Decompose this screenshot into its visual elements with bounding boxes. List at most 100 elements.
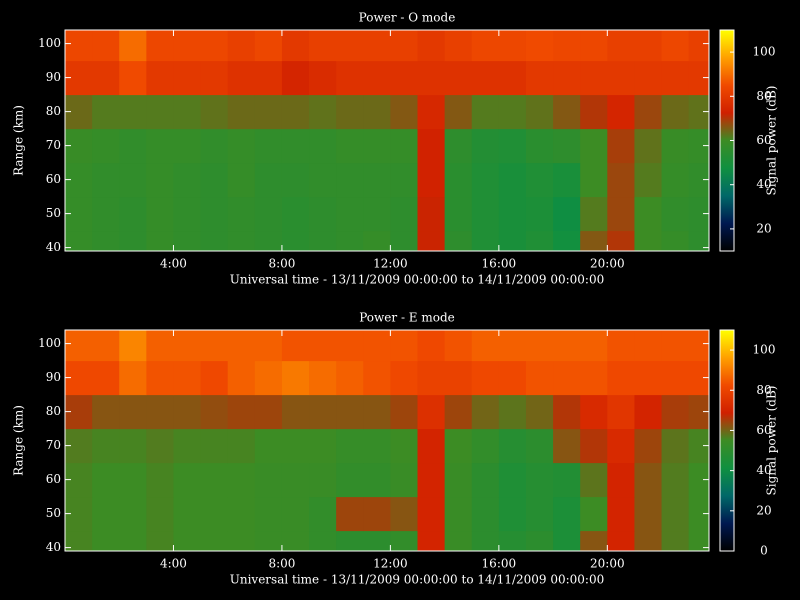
heat-cell: [227, 128, 256, 164]
x-tick-label: 12:00: [373, 257, 408, 271]
heat-cell: [417, 60, 446, 96]
colorbar-tick-label: 100: [753, 343, 776, 357]
colorbar-tick-label: 80: [756, 383, 771, 397]
heat-cell: [580, 530, 608, 551]
heat-cell: [498, 196, 527, 232]
heat-cell: [444, 196, 473, 232]
heat-cell: [444, 360, 473, 396]
heat-cell: [444, 530, 473, 551]
heat-cell: [607, 162, 635, 198]
heat-cell: [363, 530, 391, 551]
heat-cell: [417, 428, 446, 464]
heat-cell: [607, 360, 635, 396]
heat-cell: [309, 330, 337, 362]
heat-cell: [525, 60, 554, 96]
heat-cell: [119, 196, 147, 232]
heat-cell: [227, 230, 256, 251]
heat-cell: [200, 462, 229, 498]
y-tick-label: 70: [46, 438, 61, 452]
heat-cell: [525, 530, 554, 551]
heat-cell: [146, 530, 174, 551]
heat-cell: [336, 128, 364, 164]
plot-area: [65, 30, 709, 251]
heat-cell: [444, 30, 473, 62]
heat-cell: [634, 394, 663, 430]
heat-cell: [498, 162, 527, 198]
heat-cell: [200, 496, 229, 532]
heat-cell: [227, 360, 256, 396]
heat-cell: [553, 30, 581, 62]
heat-cell: [336, 530, 364, 551]
x-tick-label: 8:00: [268, 257, 295, 271]
heat-cell: [390, 530, 419, 551]
heat-cell: [417, 30, 446, 62]
heat-cell: [661, 230, 690, 251]
heat-cell: [390, 94, 419, 130]
heat-cell: [471, 30, 500, 62]
heat-cell: [525, 196, 554, 232]
heat-cell: [444, 330, 473, 362]
heat-cell: [634, 60, 663, 96]
heat-cell: [525, 330, 554, 362]
heat-cell: [444, 496, 473, 532]
heat-cell: [173, 330, 202, 362]
heat-cell: [119, 394, 147, 430]
heat-cell: [173, 94, 202, 130]
heat-cell: [200, 394, 229, 430]
heat-cell: [607, 428, 635, 464]
heat-cell: [363, 162, 391, 198]
heat-cell: [607, 60, 635, 96]
heat-cell: [498, 360, 527, 396]
heat-cell: [688, 162, 709, 198]
y-tick-label: 100: [38, 336, 61, 350]
heat-cell: [146, 330, 174, 362]
heat-cell: [92, 30, 120, 62]
heat-cell: [390, 462, 419, 498]
colorbar-tick-label: 40: [756, 463, 771, 477]
y-tick-label: 70: [46, 138, 61, 152]
heat-cell: [634, 162, 663, 198]
heat-cell: [417, 394, 446, 430]
heat-cell: [119, 162, 147, 198]
heat-cell: [363, 128, 391, 164]
heat-cell: [254, 60, 283, 96]
heat-cell: [498, 428, 527, 464]
heat-cell: [309, 30, 337, 62]
heat-cell: [634, 496, 663, 532]
heat-cell: [309, 162, 337, 198]
heat-cell: [336, 94, 364, 130]
heat-cell: [661, 330, 690, 362]
colorbar-tick-label: 60: [756, 133, 771, 147]
heat-cell: [390, 496, 419, 532]
heat-cell: [254, 30, 283, 62]
heat-cell: [444, 128, 473, 164]
heat-cell: [607, 530, 635, 551]
heat-cell: [92, 330, 120, 362]
heat-cell: [173, 530, 202, 551]
heat-cell: [146, 94, 174, 130]
heat-cell: [498, 60, 527, 96]
heat-cell: [200, 360, 229, 396]
heat-cell: [254, 530, 283, 551]
heat-cell: [471, 394, 500, 430]
heat-cell: [525, 30, 554, 62]
heat-cell: [417, 162, 446, 198]
heat-cell: [200, 60, 229, 96]
heat-cell: [471, 428, 500, 464]
heat-cell: [525, 496, 554, 532]
heat-cell: [309, 128, 337, 164]
heat-cell: [661, 428, 690, 464]
heat-cell: [227, 162, 256, 198]
heat-cell: [607, 196, 635, 232]
x-tick-label: 12:00: [373, 557, 408, 571]
heat-cell: [553, 360, 581, 396]
heat-cell: [309, 360, 337, 396]
heat-cell: [281, 196, 310, 232]
heat-cell: [607, 230, 635, 251]
y-tick-label: 50: [46, 506, 61, 520]
heat-cell: [553, 60, 581, 96]
heat-cell: [553, 530, 581, 551]
heat-cell: [607, 462, 635, 498]
heat-cell: [390, 30, 419, 62]
